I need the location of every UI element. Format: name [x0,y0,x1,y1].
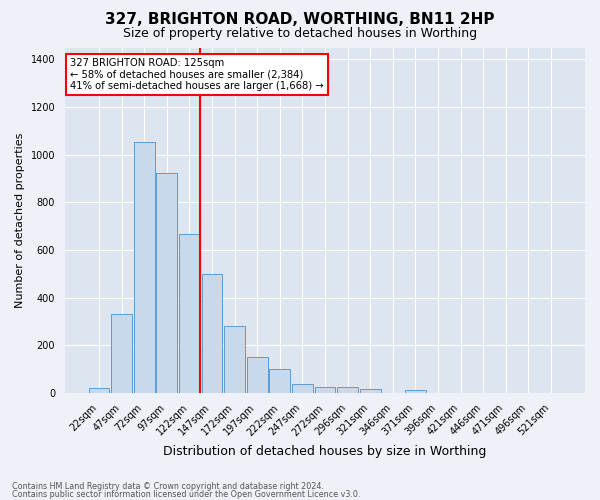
Text: Contains public sector information licensed under the Open Government Licence v3: Contains public sector information licen… [12,490,361,499]
Bar [314,387,335,393]
Bar [405,390,426,393]
Bar [224,326,245,393]
Text: 327 BRIGHTON ROAD: 125sqm
← 58% of detached houses are smaller (2,384)
41% of se: 327 BRIGHTON ROAD: 125sqm ← 58% of detac… [70,58,324,91]
Bar [89,388,109,393]
Bar [134,142,155,393]
Text: Contains HM Land Registry data © Crown copyright and database right 2024.: Contains HM Land Registry data © Crown c… [12,482,324,491]
Bar [292,384,313,393]
Text: 327, BRIGHTON ROAD, WORTHING, BN11 2HP: 327, BRIGHTON ROAD, WORTHING, BN11 2HP [105,12,495,28]
Bar [360,390,380,393]
Bar [202,274,223,393]
Bar [337,387,358,393]
Bar [179,234,200,393]
Y-axis label: Number of detached properties: Number of detached properties [15,132,25,308]
Bar [269,369,290,393]
Text: Size of property relative to detached houses in Worthing: Size of property relative to detached ho… [123,28,477,40]
X-axis label: Distribution of detached houses by size in Worthing: Distribution of detached houses by size … [163,444,487,458]
Bar [111,314,132,393]
Bar [157,172,177,393]
Bar [247,357,268,393]
